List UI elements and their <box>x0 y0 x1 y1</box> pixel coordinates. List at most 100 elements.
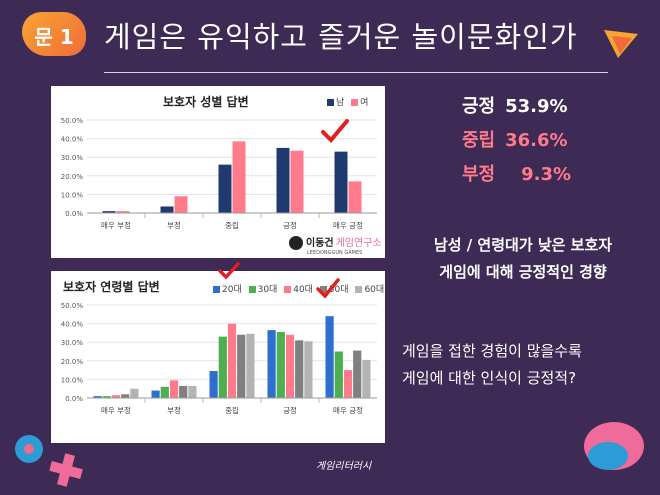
bar <box>160 386 169 398</box>
chart-legend: 20대 30대 40대 50대 60대 <box>209 282 384 295</box>
logo-subtitle: LEEDONGGUN GAMES <box>307 250 363 256</box>
bar <box>285 334 295 398</box>
bar <box>290 150 304 213</box>
stat-label: 부정 <box>462 164 496 185</box>
decor-plus-icon <box>49 453 83 487</box>
gender-chart-panel: 보호자 성별 답변 남 여 0.0% 10.0% 20.0% 30.0% 40.0% 50… <box>51 86 385 258</box>
x-tick-label: 부정 <box>167 405 181 415</box>
bar <box>348 181 362 213</box>
x-tick-label: 매우 부정 <box>101 220 131 230</box>
chart-title: 보호자 연령별 답변 <box>63 280 160 294</box>
legend-label: 30대 <box>257 285 278 295</box>
stat-label: 긍정 <box>462 96 496 117</box>
chart-legend: 남 여 <box>323 95 368 108</box>
legend-swatch <box>355 286 363 293</box>
logo-name: 이동건 <box>306 238 334 249</box>
x-tick-label: 긍정 <box>283 405 297 415</box>
age-chart-panel: 보호자 연령별 답변 20대 30대 40대 50대 60대 0.0% 10.0%… <box>51 271 385 443</box>
bar <box>174 196 188 213</box>
question-note: 게임을 접한 경험이 많을수록 게임에 대한 인식이 긍정적? <box>402 338 654 392</box>
age-bar-chart: 0.0% 10.0% 20.0% 30.0% 40.0% 50.0% 매우 부정 부정 중립 긍정… <box>61 302 377 415</box>
bar <box>188 385 197 398</box>
legend-label: 50대 <box>328 285 349 295</box>
check-mark-icon <box>316 278 340 299</box>
chart-title: 보호자 성별 답변 <box>163 95 249 109</box>
decor-donut-icon <box>15 435 43 463</box>
bar <box>179 385 188 398</box>
legend-label: 여 <box>360 98 369 108</box>
bar <box>160 206 174 213</box>
bar <box>246 333 255 398</box>
legend-swatch <box>213 286 220 293</box>
stat-negative: 부정 9.3% <box>462 160 571 186</box>
stat-value: 9.3% <box>521 164 572 185</box>
question-badge: 문 1 <box>22 12 86 56</box>
stat-positive: 긍정 53.9% <box>462 92 568 118</box>
x-tick-label: 긍정 <box>283 220 297 230</box>
stat-neutral: 중립 36.6% <box>462 126 568 152</box>
x-tick-label: 매우 부정 <box>101 405 131 415</box>
bar <box>93 396 102 398</box>
stat-value: 36.6% <box>505 130 568 151</box>
bar <box>304 341 313 398</box>
bar <box>218 164 232 213</box>
finding-line-1: 남성 / 연령대가 낮은 보호자 <box>433 236 613 254</box>
logo-face-icon <box>289 236 303 250</box>
legend-swatch <box>351 99 359 106</box>
logo-lab: 게임연구소 <box>335 238 382 249</box>
y-tick-label: 10.0% <box>61 376 84 384</box>
bar <box>151 390 160 398</box>
check-mark-icon <box>321 119 349 143</box>
y-tick-label: 0.0% <box>65 395 83 403</box>
legend-swatch <box>284 286 292 293</box>
x-tick-label: 중립 <box>225 221 239 230</box>
bar <box>295 340 304 398</box>
bar <box>169 380 179 398</box>
page-title: 게임은 유익하고 즐거운 놀이문화인가 <box>104 20 578 54</box>
y-tick-label: 50.0% <box>61 117 84 125</box>
question-line-1: 게임을 접한 경험이 많을수록 <box>402 342 582 360</box>
bar <box>102 211 116 213</box>
y-tick-label: 40.0% <box>61 136 84 144</box>
bar <box>121 394 130 398</box>
y-tick-label: 0.0% <box>65 210 83 218</box>
bar <box>130 388 139 398</box>
bar <box>237 334 246 398</box>
bar <box>232 141 246 213</box>
bar <box>111 395 121 398</box>
legend-label: 40대 <box>293 285 313 295</box>
y-tick-label: 30.0% <box>61 339 84 347</box>
bar <box>334 351 343 398</box>
legend-label: 60대 <box>364 285 385 295</box>
finding-line-2: 게임에 대해 긍정적인 경향 <box>439 263 607 281</box>
question-line-2: 게임에 대한 인식이 긍정적? <box>402 369 577 387</box>
x-tick-label: 중립 <box>225 406 239 415</box>
x-tick-label: 매우 긍정 <box>333 220 363 230</box>
check-mark-icon <box>218 262 240 280</box>
x-tick-label: 부정 <box>167 220 181 230</box>
legend-label: 남 <box>336 98 345 108</box>
bar <box>362 359 371 398</box>
legend-swatch <box>327 99 334 106</box>
bar <box>209 371 218 398</box>
bar <box>218 336 227 398</box>
legend-label: 20대 <box>222 285 242 295</box>
decor-triangle-icon <box>604 30 638 58</box>
bar <box>353 350 362 398</box>
finding-note: 남성 / 연령대가 낮은 보호자 게임에 대해 긍정적인 경향 <box>392 232 654 286</box>
bar <box>334 151 348 213</box>
bar <box>116 211 130 213</box>
y-tick-label: 50.0% <box>61 302 84 310</box>
gender-bar-chart: 0.0% 10.0% 20.0% 30.0% 40.0% 50.0% 매우 부정 부정 중립 긍정… <box>61 117 377 230</box>
y-tick-label: 40.0% <box>61 321 84 329</box>
question-badge-label: 문 1 <box>34 25 74 49</box>
bar <box>343 370 353 398</box>
decor-blob-icon <box>584 422 644 470</box>
bar <box>267 330 276 398</box>
stat-label: 중립 <box>462 130 496 151</box>
title-divider <box>104 72 608 73</box>
bar <box>276 147 290 213</box>
legend-swatch <box>248 286 256 293</box>
y-tick-label: 20.0% <box>61 173 84 181</box>
